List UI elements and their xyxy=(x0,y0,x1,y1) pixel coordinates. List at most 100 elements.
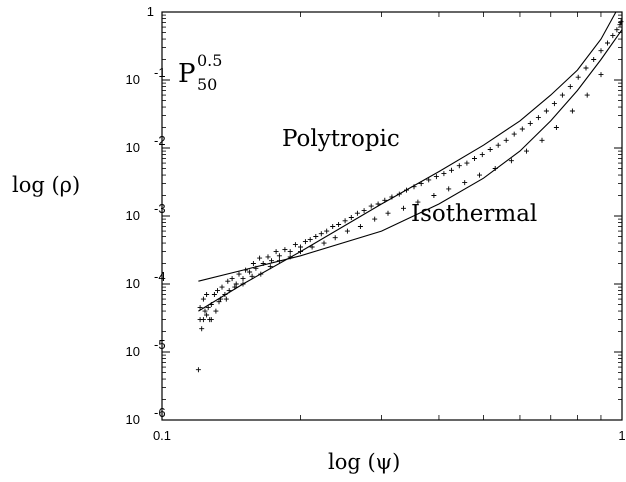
data-point xyxy=(216,299,222,305)
data-point xyxy=(249,273,255,279)
data-point xyxy=(479,152,485,158)
data-point xyxy=(431,193,437,198)
data-point xyxy=(361,208,367,214)
y-tick-label: 10 xyxy=(126,208,140,223)
data-point xyxy=(598,72,604,78)
data-point xyxy=(257,255,263,261)
data-point xyxy=(368,203,374,209)
data-point xyxy=(205,305,211,311)
data-point xyxy=(342,218,348,224)
data-point xyxy=(372,216,378,222)
data-point xyxy=(199,326,205,332)
data-point xyxy=(553,125,559,130)
panel-label-main: P xyxy=(178,59,196,89)
data-point xyxy=(269,258,274,264)
data-point xyxy=(426,177,432,183)
data-point xyxy=(543,108,549,114)
panel-label-superscript: 0.5 xyxy=(197,51,222,70)
data-point xyxy=(200,317,206,323)
data-point xyxy=(511,131,517,137)
data-point xyxy=(462,180,468,186)
x-tick-label: 1 xyxy=(618,428,625,443)
data-point xyxy=(575,74,581,80)
y-tick-label: 10 xyxy=(126,412,140,427)
data-point xyxy=(433,174,439,180)
data-point xyxy=(617,22,623,28)
data-point xyxy=(598,48,604,54)
y-tick-label: 10 xyxy=(126,344,140,359)
data-point xyxy=(236,271,242,277)
data-point xyxy=(357,224,363,229)
data-point xyxy=(401,205,406,211)
data-point xyxy=(354,210,360,216)
data-point xyxy=(591,57,597,62)
annotation-polytropic: Polytropic xyxy=(282,126,400,152)
y-tick-exponent: -4 xyxy=(154,269,166,284)
y-tick-exponent: -3 xyxy=(154,201,166,216)
data-point xyxy=(298,244,303,250)
data-point xyxy=(250,261,256,266)
data-point xyxy=(495,142,501,148)
data-point xyxy=(229,276,235,282)
data-point xyxy=(487,147,493,152)
y-tick-exponent: -1 xyxy=(154,65,166,80)
series-line-polytropic xyxy=(198,11,617,312)
x-tick-label: 0.1 xyxy=(153,428,171,443)
data-point xyxy=(197,305,203,311)
data-point xyxy=(449,167,454,173)
data-point xyxy=(569,108,575,114)
data-point xyxy=(344,228,350,234)
data-point xyxy=(200,296,206,302)
data-point xyxy=(610,33,616,39)
data-point xyxy=(477,172,482,178)
data-point xyxy=(559,92,565,98)
data-point xyxy=(202,308,208,314)
data-point xyxy=(324,228,330,234)
data-point xyxy=(614,27,620,33)
data-point xyxy=(535,115,541,121)
data-point xyxy=(318,231,324,237)
data-point xyxy=(539,137,545,143)
data-point xyxy=(211,292,217,297)
data-point xyxy=(567,84,573,90)
x-axis-label: log (ψ) xyxy=(328,450,400,474)
data-point xyxy=(584,92,590,98)
data-point xyxy=(464,160,470,166)
data-point xyxy=(215,288,220,294)
panel-label-subscript: 50 xyxy=(197,75,217,94)
data-point xyxy=(508,158,514,164)
data-point xyxy=(551,101,557,107)
data-point xyxy=(195,367,201,373)
data-point xyxy=(233,281,239,287)
data-point xyxy=(219,284,225,290)
data-point xyxy=(208,317,214,323)
data-point xyxy=(273,249,279,255)
data-point xyxy=(204,312,210,318)
data-point xyxy=(223,296,229,302)
y-tick-label: 10 xyxy=(126,276,140,291)
data-point xyxy=(605,40,610,46)
data-point xyxy=(307,237,313,243)
y-tick-exponent: -2 xyxy=(154,133,166,148)
y-tick-exponent: -6 xyxy=(154,405,166,420)
data-point xyxy=(292,242,298,248)
data-point xyxy=(276,253,282,259)
data-point xyxy=(385,210,391,216)
data-point xyxy=(527,120,533,126)
data-point xyxy=(446,186,452,192)
data-point xyxy=(247,269,253,275)
data-point xyxy=(415,199,421,205)
annotation-isothermal: Isothermal xyxy=(411,201,537,227)
data-point xyxy=(213,308,219,314)
data-point xyxy=(265,254,271,260)
data-point xyxy=(204,292,210,297)
data-point xyxy=(519,126,525,132)
data-point xyxy=(332,235,338,241)
data-point xyxy=(240,276,246,282)
data-point xyxy=(456,163,462,169)
data-point xyxy=(618,19,624,25)
y-axis-label: log (ρ) xyxy=(12,173,80,197)
y-tick-label: 10 xyxy=(126,140,140,155)
